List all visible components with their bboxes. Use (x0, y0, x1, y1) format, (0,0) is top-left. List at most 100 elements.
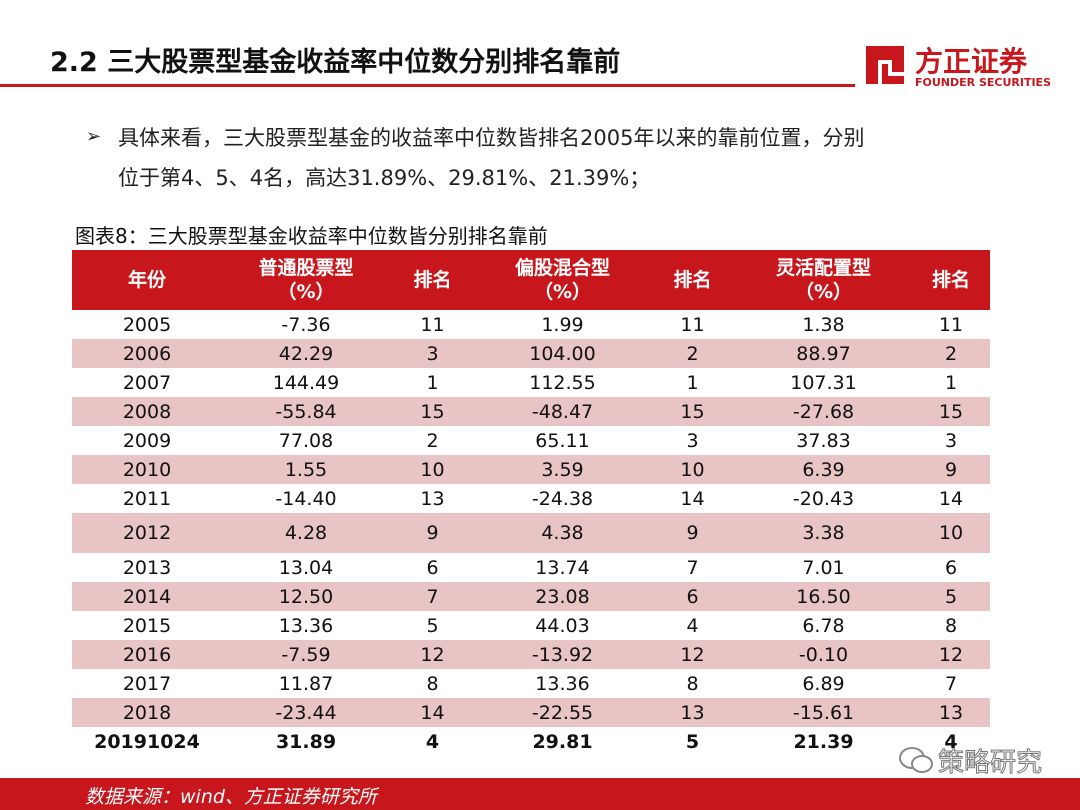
logo-icon (866, 46, 904, 84)
table-cell: 2015 (122, 614, 172, 637)
table-cell: 15 (650, 397, 735, 426)
table-cell: 6 (944, 556, 958, 579)
table-cell: 2 (912, 339, 990, 368)
table-row: 2009 77.08 2 65.11 3 37.83 3 (72, 426, 990, 455)
table-cell: -15.61 (735, 698, 912, 727)
table-cell: 2011 (122, 487, 172, 510)
table-cell: -55.84 (222, 397, 390, 426)
watermark: 策略研究 (937, 748, 1043, 779)
table-cell: -7.36 (281, 313, 331, 336)
table-cell: 8 (944, 614, 958, 637)
table-cell: -13.92 (475, 640, 650, 669)
table-row: 2016 -7.59 12 -13.92 12 -0.10 12 (72, 640, 990, 669)
table-cell: 1 (944, 371, 958, 394)
table-cell: 2005 (122, 313, 172, 336)
table-cell: 2018 (72, 698, 222, 727)
table-cell: 112.55 (529, 371, 596, 394)
table-cell: 42.29 (222, 339, 390, 368)
table-cell: 12 (390, 640, 475, 669)
table-cell: 2010 (72, 455, 222, 484)
header-text: 排名 (673, 269, 712, 291)
table-cell: 12 (912, 640, 990, 669)
header-cell: 偏股混合型 （%） (475, 250, 650, 310)
table-cell: 13 (912, 698, 990, 727)
table-row: 2017 11.87 8 13.36 8 6.89 7 (72, 669, 990, 698)
table-cell: 65.11 (535, 429, 590, 452)
table-cell: -22.55 (475, 698, 650, 727)
table-row: 2007 144.49 1 112.55 1 107.31 1 (72, 368, 990, 397)
table-row: 2012 4.28 9 4.38 9 3.38 10 (72, 513, 990, 553)
table-cell: 13.36 (535, 672, 590, 695)
table-row: 2014 12.50 7 23.08 6 16.50 5 (72, 582, 990, 611)
table-cell: 8 (686, 672, 699, 695)
table-cell: 11.87 (278, 672, 334, 695)
table-cell: 2 (426, 429, 439, 452)
table-cell: 2012 (72, 513, 222, 553)
table-cell: 2014 (72, 582, 222, 611)
table-cell: 14 (680, 487, 705, 510)
table-cell: 9 (390, 513, 475, 553)
table-cell: 15 (912, 397, 990, 426)
header-row: 年份 普通股票型 （%） 排名 偏股混合型 （%） 排名 灵活配置型 （%） 排名 (72, 250, 990, 310)
table-cell: 5 (912, 582, 990, 611)
table-cell: 2017 (122, 672, 172, 695)
table-cell: 1.38 (802, 313, 845, 336)
table-cell: 14 (938, 487, 964, 510)
header-text: （%） (533, 281, 592, 303)
header-text: 排名 (413, 269, 452, 291)
header-cell: 年份 (72, 250, 222, 310)
table-cell: 9 (650, 513, 735, 553)
table-cell: -7.59 (222, 640, 390, 669)
table-cell: 11 (420, 313, 445, 336)
table-cell: 16.50 (735, 582, 912, 611)
table-row: 2006 42.29 3 104.00 2 88.97 2 (72, 339, 990, 368)
footer-bar (0, 778, 1080, 810)
table-cell: 1 (426, 371, 439, 394)
header-text: 普通股票型 (258, 257, 354, 279)
table-cell: 4 (686, 614, 699, 637)
table-cell: -24.38 (531, 487, 594, 510)
table-cell: -14.40 (275, 487, 337, 510)
table-cell: 13.04 (278, 556, 334, 579)
table-cell: 104.00 (475, 339, 650, 368)
table-cell: 6.39 (735, 455, 912, 484)
table-cell: 6 (650, 582, 735, 611)
header-text: 灵活配置型 (775, 257, 871, 279)
table-cell: 10 (912, 513, 990, 553)
table-cell: 6 (426, 556, 439, 579)
table-cell: 1.99 (541, 313, 584, 336)
table-row: 2010 1.55 10 3.59 10 6.39 9 (72, 455, 990, 484)
header-text: （%） (794, 281, 853, 303)
source-note: 数据来源：wind、方正证券研究所 (85, 786, 377, 808)
bullet-marker: ➢ (86, 126, 102, 147)
table-cell: 7 (944, 672, 958, 695)
wechat-icon (899, 747, 933, 773)
table-cell: 13 (650, 698, 735, 727)
table-cell: 4.28 (222, 513, 390, 553)
table-cell: -20.43 (792, 487, 855, 510)
table-cell: 4 (425, 730, 440, 753)
table-cell: 3 (944, 429, 958, 452)
table-cell: 37.83 (796, 429, 851, 452)
table-cell: 10 (390, 455, 475, 484)
table-cell: 2009 (122, 429, 172, 452)
table-cell: 12 (650, 640, 735, 669)
table-cell: 20191024 (94, 730, 200, 753)
table-cell: 23.08 (475, 582, 650, 611)
table-cell: 11 (938, 313, 964, 336)
figure-caption: 图表8：三大股票型基金收益率中位数皆分别排名靠前 (75, 224, 548, 248)
table-cell: 2008 (72, 397, 222, 426)
header-cell: 排名 (912, 250, 990, 310)
table-cell: 9 (912, 455, 990, 484)
table-row: 2013 13.04 6 13.74 7 7.01 6 (72, 553, 990, 582)
table-cell: 77.08 (278, 429, 334, 452)
table-cell: 13.36 (278, 614, 334, 637)
table-cell: 8 (426, 672, 439, 695)
header-cell: 排名 (390, 250, 475, 310)
table-cell: 2006 (72, 339, 222, 368)
table-cell: 44.03 (535, 614, 590, 637)
table-cell: 21.39 (793, 730, 854, 753)
header-cell: 普通股票型 （%） (222, 250, 390, 310)
table-cell: -48.47 (475, 397, 650, 426)
